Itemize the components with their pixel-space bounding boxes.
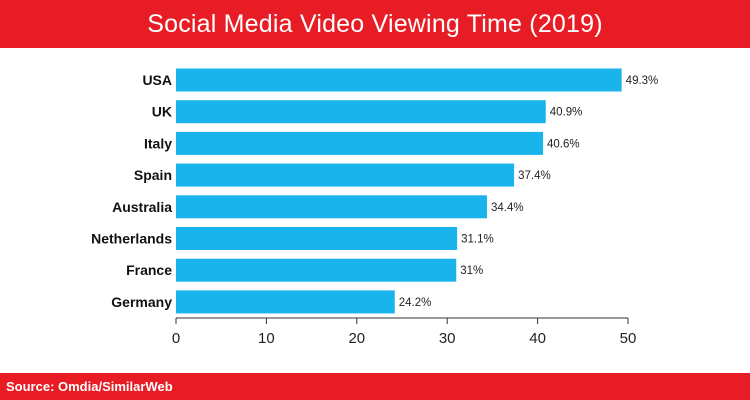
chart-title: Social Media Video Viewing Time (2019): [147, 9, 603, 38]
source-bar: Source: Omdia/SimilarWeb: [0, 373, 750, 400]
category-label: Spain: [134, 167, 172, 183]
data-label: 31.1%: [461, 234, 494, 246]
title-bar: Social Media Video Viewing Time (2019): [0, 0, 750, 48]
x-tick-label: 10: [258, 330, 275, 347]
x-tick-label: 50: [620, 330, 637, 347]
category-label: Australia: [112, 199, 172, 215]
category-label: Italy: [144, 135, 172, 151]
data-label: 34.4%: [491, 202, 524, 214]
bar-usa: [176, 68, 622, 92]
data-label: 31%: [460, 265, 483, 277]
data-label: 49.3%: [626, 75, 659, 87]
data-label: 37.4%: [518, 170, 551, 182]
x-tick-label: 40: [529, 330, 546, 347]
data-label: 24.2%: [399, 297, 432, 309]
x-tick-label: 30: [439, 330, 456, 347]
bar-chart: USA 49.3% UK 40.9% Italy 40.6% Spain 37.4% Austr…: [91, 68, 659, 347]
bar-netherlands: [176, 227, 458, 250]
x-tick-label: 20: [348, 330, 365, 347]
category-label: UK: [152, 104, 172, 120]
bar-germany: [176, 290, 395, 314]
bar-spain: [176, 163, 515, 187]
source-text: Source: Omdia/SimilarWeb: [6, 379, 173, 394]
bar-australia: [176, 195, 487, 219]
category-label: Germany: [111, 294, 172, 310]
category-label: Netherlands: [91, 231, 172, 247]
x-tick-label: 0: [172, 330, 180, 347]
bar-uk: [176, 100, 546, 124]
data-label: 40.9%: [550, 107, 583, 119]
category-label: France: [126, 262, 172, 278]
data-label: 40.6%: [547, 138, 580, 150]
category-label: USA: [142, 72, 172, 88]
bar-italy: [176, 131, 544, 155]
bar-france: [176, 258, 457, 282]
